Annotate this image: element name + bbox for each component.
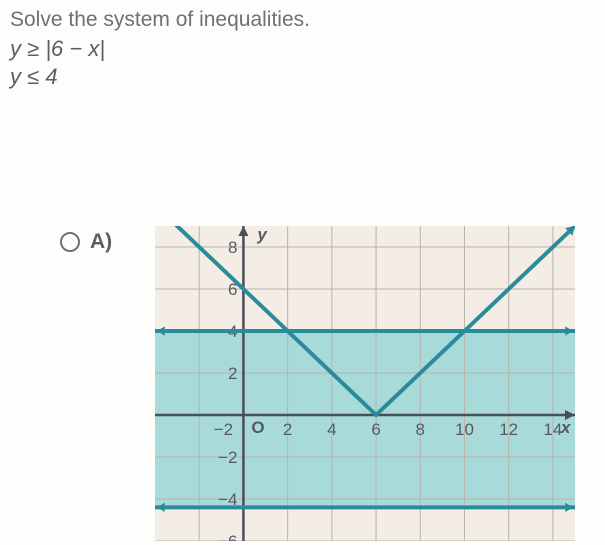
svg-text:2: 2 (228, 364, 237, 383)
option-label: A) (90, 230, 112, 254)
svg-text:O: O (251, 418, 264, 437)
option-a[interactable]: A) (60, 228, 112, 254)
svg-text:−2: −2 (218, 448, 237, 467)
inequality-1: y ≥ |6 − x| (10, 36, 595, 62)
svg-text:4: 4 (327, 420, 336, 439)
svg-text:12: 12 (499, 420, 518, 439)
svg-text:6: 6 (371, 420, 380, 439)
svg-text:10: 10 (455, 420, 474, 439)
radio-icon[interactable] (60, 232, 80, 252)
answer-chart: yx−22468101214O−6−4−22468 (155, 226, 575, 541)
svg-text:8: 8 (416, 420, 425, 439)
svg-text:8: 8 (228, 238, 237, 257)
svg-text:2: 2 (283, 420, 292, 439)
svg-text:−2: −2 (214, 420, 233, 439)
svg-text:−6: −6 (218, 532, 237, 541)
question-prompt: Solve the system of inequalities. (10, 8, 595, 32)
svg-text:y: y (256, 226, 268, 244)
svg-text:14: 14 (543, 420, 562, 439)
inequality-2: y ≤ 4 (10, 64, 595, 90)
